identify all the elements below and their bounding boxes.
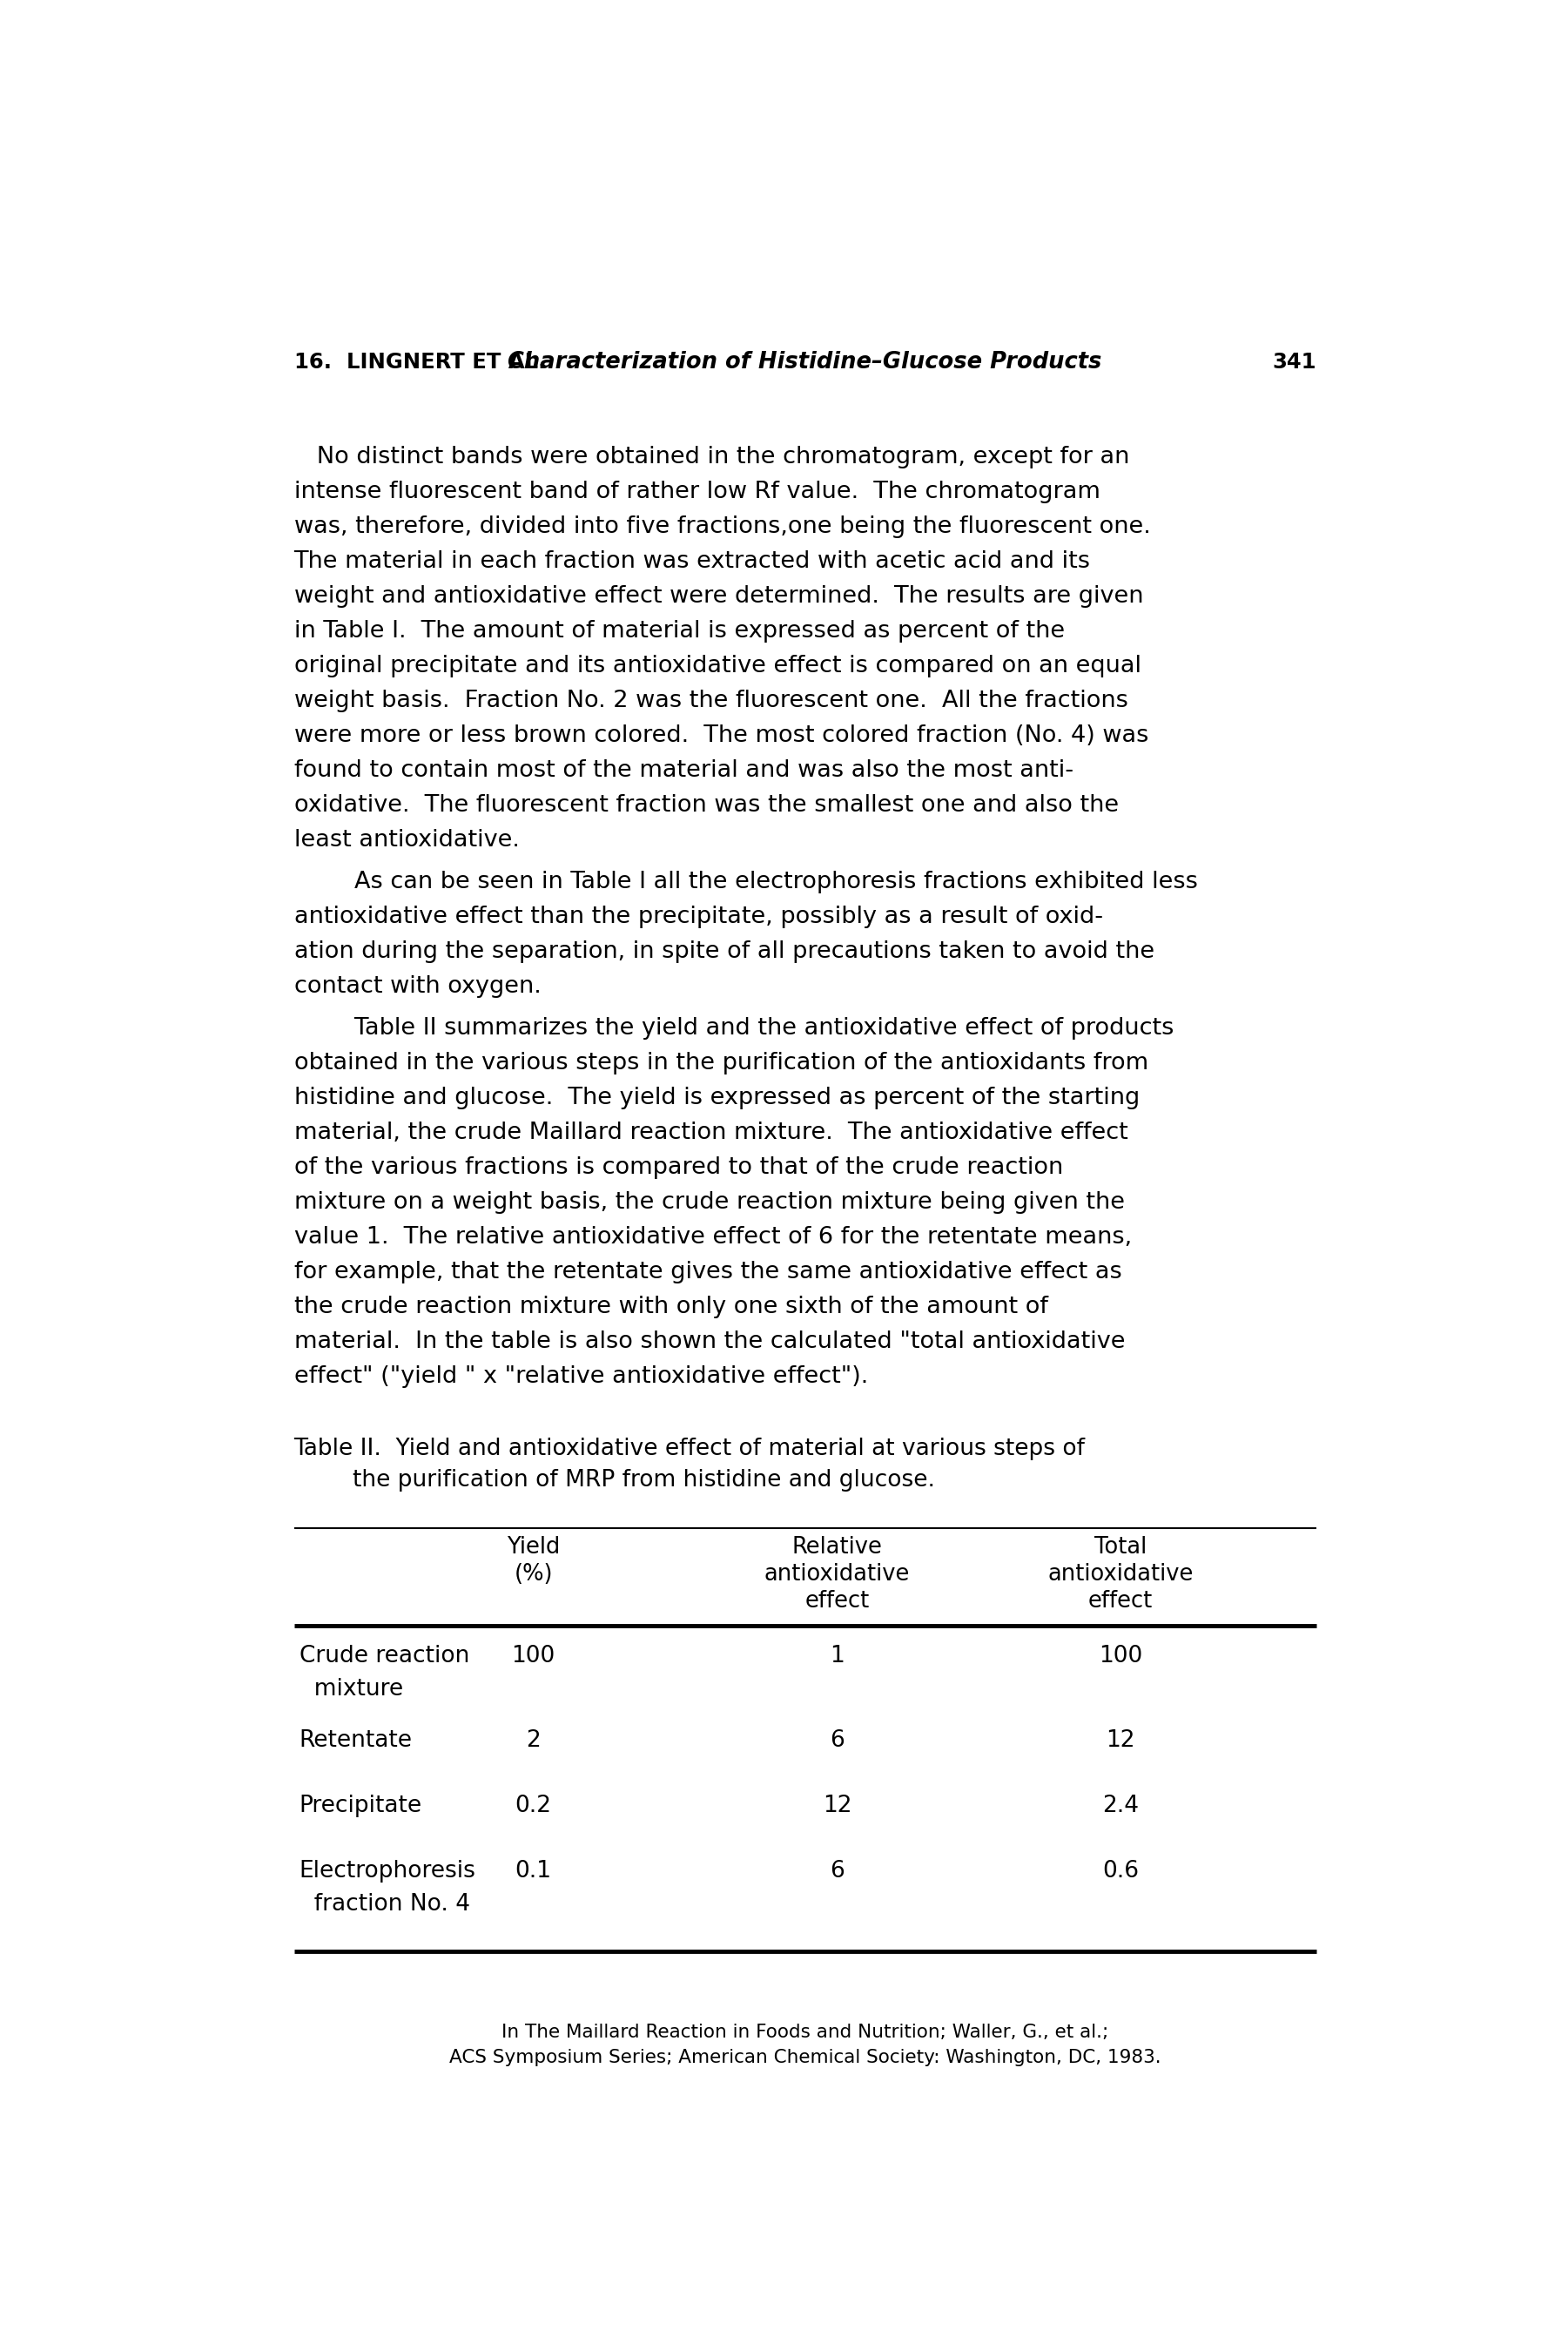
Text: 6: 6: [829, 1860, 844, 1883]
Text: value 1.  The relative antioxidative effect of 6 for the retentate means,: value 1. The relative antioxidative effe…: [293, 1227, 1132, 1248]
Text: 100: 100: [511, 1646, 555, 1667]
Text: original precipitate and its antioxidative effect is compared on an equal: original precipitate and its antioxidati…: [293, 656, 1142, 677]
Text: in Table I.  The amount of material is expressed as percent of the: in Table I. The amount of material is ex…: [293, 621, 1065, 642]
Text: 16.  LINGNERT ET AL.: 16. LINGNERT ET AL.: [293, 350, 546, 371]
Text: Electrophoresis: Electrophoresis: [299, 1860, 475, 1883]
Text: Characterization of Histidine–Glucose Products: Characterization of Histidine–Glucose Pr…: [508, 350, 1102, 374]
Text: Relative: Relative: [792, 1535, 883, 1559]
Text: contact with oxygen.: contact with oxygen.: [293, 976, 541, 999]
Text: effect: effect: [1088, 1589, 1152, 1613]
Text: weight and antioxidative effect were determined.  The results are given: weight and antioxidative effect were det…: [293, 585, 1143, 609]
Text: mixture: mixture: [299, 1679, 403, 1700]
Text: (%): (%): [514, 1563, 554, 1585]
Text: obtained in the various steps in the purification of the antioxidants from: obtained in the various steps in the pur…: [293, 1051, 1148, 1074]
Text: of the various fractions is compared to that of the crude reaction: of the various fractions is compared to …: [293, 1157, 1063, 1180]
Text: effect: effect: [804, 1589, 869, 1613]
Text: material, the crude Maillard reaction mixture.  The antioxidative effect: material, the crude Maillard reaction mi…: [293, 1121, 1127, 1145]
Text: Total: Total: [1094, 1535, 1146, 1559]
Text: The material in each fraction was extracted with acetic acid and its: The material in each fraction was extrac…: [293, 550, 1090, 574]
Text: As can be seen in Table I all the electrophoresis fractions exhibited less: As can be seen in Table I all the electr…: [293, 870, 1198, 893]
Text: 0.6: 0.6: [1102, 1860, 1138, 1883]
Text: effect" ("yield " x "relative antioxidative effect").: effect" ("yield " x "relative antioxidat…: [293, 1366, 867, 1387]
Text: found to contain most of the material and was also the most anti-: found to contain most of the material an…: [293, 759, 1073, 783]
Text: antioxidative: antioxidative: [764, 1563, 909, 1585]
Text: 1: 1: [829, 1646, 844, 1667]
Text: In The Maillard Reaction in Foods and Nutrition; Waller, G., et al.;: In The Maillard Reaction in Foods and Nu…: [502, 2024, 1109, 2041]
Text: Retentate: Retentate: [299, 1730, 412, 1751]
Text: 0.1: 0.1: [514, 1860, 552, 1883]
Text: antioxidative effect than the precipitate, possibly as a result of oxid-: antioxidative effect than the precipitat…: [293, 905, 1102, 929]
Text: 12: 12: [823, 1794, 851, 1817]
Text: Crude reaction: Crude reaction: [299, 1646, 469, 1667]
Text: 0.2: 0.2: [514, 1794, 552, 1817]
Text: material.  In the table is also shown the calculated "total antioxidative: material. In the table is also shown the…: [293, 1331, 1124, 1354]
Text: Yield: Yield: [506, 1535, 560, 1559]
Text: 2: 2: [527, 1730, 541, 1751]
Text: 2.4: 2.4: [1102, 1794, 1138, 1817]
Text: 6: 6: [829, 1730, 844, 1751]
Text: Precipitate: Precipitate: [299, 1794, 422, 1817]
Text: ACS Symposium Series; American Chemical Society: Washington, DC, 1983.: ACS Symposium Series; American Chemical …: [448, 2050, 1160, 2067]
Text: No distinct bands were obtained in the chromatogram, except for an: No distinct bands were obtained in the c…: [293, 447, 1129, 468]
Text: least antioxidative.: least antioxidative.: [293, 830, 519, 851]
Text: was, therefore, divided into five fractions,one being the fluorescent one.: was, therefore, divided into five fracti…: [293, 515, 1151, 538]
Text: antioxidative: antioxidative: [1047, 1563, 1193, 1585]
Text: 100: 100: [1099, 1646, 1142, 1667]
Text: ation during the separation, in spite of all precautions taken to avoid the: ation during the separation, in spite of…: [293, 940, 1154, 964]
Text: 12: 12: [1105, 1730, 1135, 1751]
Text: oxidative.  The fluorescent fraction was the smallest one and also the: oxidative. The fluorescent fraction was …: [293, 795, 1118, 818]
Text: weight basis.  Fraction No. 2 was the fluorescent one.  All the fractions: weight basis. Fraction No. 2 was the flu…: [293, 689, 1127, 712]
Text: the purification of MRP from histidine and glucose.: the purification of MRP from histidine a…: [293, 1469, 935, 1491]
Text: were more or less brown colored.  The most colored fraction (No. 4) was: were more or less brown colored. The mos…: [293, 724, 1148, 748]
Text: Table II.  Yield and antioxidative effect of material at various steps of: Table II. Yield and antioxidative effect…: [293, 1436, 1085, 1460]
Text: the crude reaction mixture with only one sixth of the amount of: the crude reaction mixture with only one…: [293, 1295, 1047, 1319]
Text: Table II summarizes the yield and the antioxidative effect of products: Table II summarizes the yield and the an…: [293, 1018, 1173, 1039]
Text: fraction No. 4: fraction No. 4: [299, 1893, 470, 1916]
Text: for example, that the retentate gives the same antioxidative effect as: for example, that the retentate gives th…: [293, 1260, 1121, 1284]
Text: 341: 341: [1272, 350, 1316, 371]
Text: mixture on a weight basis, the crude reaction mixture being given the: mixture on a weight basis, the crude rea…: [293, 1192, 1124, 1213]
Text: intense fluorescent band of rather low Rf value.  The chromatogram: intense fluorescent band of rather low R…: [293, 480, 1099, 503]
Text: histidine and glucose.  The yield is expressed as percent of the starting: histidine and glucose. The yield is expr…: [293, 1086, 1140, 1110]
